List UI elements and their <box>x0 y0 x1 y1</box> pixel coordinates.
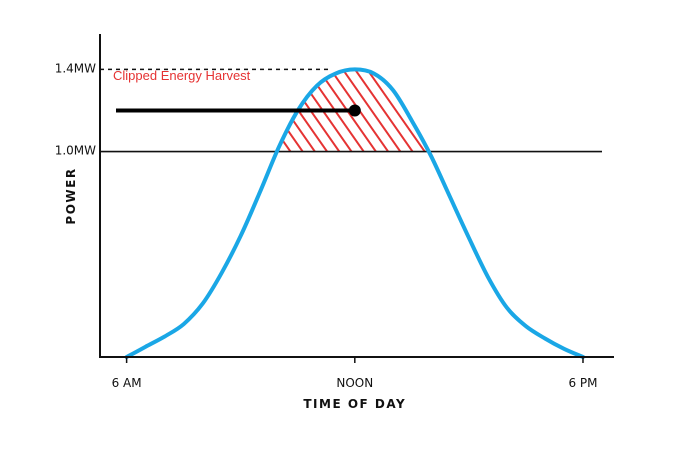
y-tick-label-1-4mw: 1.4MW <box>55 61 96 75</box>
x-axis-title: TIME OF DAY <box>303 397 406 411</box>
x-tick-label-noon: NOON <box>336 376 373 390</box>
x-tick-label-6pm: 6 PM <box>568 376 597 390</box>
x-tick-label-6am: 6 AM <box>112 376 142 390</box>
annotation-pointer-dot <box>348 104 361 117</box>
series-line-power <box>124 67 585 359</box>
y-axis-title: POWER <box>64 167 78 224</box>
annotation-label: Clipped Energy Harvest <box>113 68 251 83</box>
y-tick-label-1-0mw: 1.0MW <box>55 144 96 158</box>
